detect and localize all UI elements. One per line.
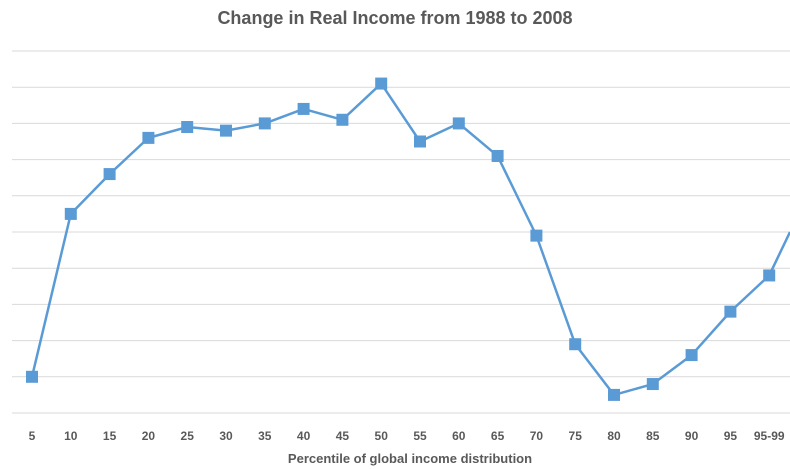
x-tick-label: 40 <box>297 429 311 443</box>
data-point-marker <box>763 269 776 282</box>
x-tick-label: 70 <box>530 429 544 443</box>
x-tick-label: 35 <box>258 429 272 443</box>
x-tick-label: 50 <box>375 429 389 443</box>
data-point-marker <box>569 338 582 351</box>
data-point-marker <box>297 102 310 115</box>
data-point-marker <box>375 77 388 90</box>
x-tick-label: 60 <box>452 429 466 443</box>
data-point-marker <box>181 121 194 134</box>
data-point-marker <box>103 168 116 181</box>
x-tick-label: 95 <box>724 429 738 443</box>
series-group <box>26 77 790 401</box>
data-point-marker <box>26 370 38 383</box>
x-tick-label: 80 <box>607 429 621 443</box>
data-point-marker <box>258 117 271 130</box>
x-tick-label: 30 <box>219 429 233 443</box>
x-tick-label: 20 <box>142 429 156 443</box>
x-tick-label: 45 <box>336 429 350 443</box>
data-point-marker <box>646 378 659 391</box>
x-tick-label: 15 <box>103 429 117 443</box>
series-line <box>30 82 790 397</box>
x-axis-label: Percentile of global income distribution <box>287 451 533 466</box>
data-point-marker <box>142 131 155 144</box>
x-tick-label: 5 <box>29 429 36 443</box>
x-tick-label: 85 <box>646 429 660 443</box>
data-point-marker <box>336 113 349 126</box>
x-tick-label: 65 <box>491 429 505 443</box>
data-point-marker <box>491 149 504 162</box>
data-point-marker <box>685 349 698 362</box>
x-tick-labels: 5 10 15 20 25 30 35 40 45 50 55 60 65 70 75 80 85 90 95 95-… <box>29 429 785 443</box>
data-point-marker <box>530 229 543 242</box>
x-tick-label: 55 <box>413 429 427 443</box>
data-point-marker <box>64 207 77 220</box>
chart-title: Change in Real Income from 1988 to 2008 <box>217 8 573 28</box>
x-tick-label: 10 <box>64 429 78 443</box>
data-point-marker <box>452 117 465 130</box>
gridlines <box>12 50 790 414</box>
data-point-marker <box>220 124 232 137</box>
x-tick-label: 75 <box>569 429 583 443</box>
data-point-marker <box>724 305 737 318</box>
data-point-marker <box>608 388 620 401</box>
x-tick-label: 90 <box>685 429 699 443</box>
data-point-marker <box>414 135 426 148</box>
x-tick-label: 25 <box>181 429 195 443</box>
x-tick-label: 95-99 <box>754 429 785 443</box>
